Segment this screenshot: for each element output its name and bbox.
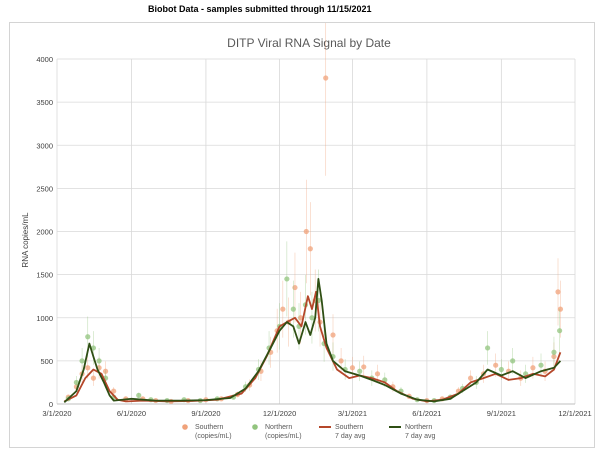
data-point (530, 365, 536, 371)
data-point (551, 349, 557, 355)
chart-svg: DITP Viral RNA Signal by Date RNA copies… (21, 23, 592, 440)
legend-label: Northern (265, 424, 292, 431)
page-header: Biobot Data - samples submitted through … (148, 4, 372, 14)
data-point (280, 306, 286, 312)
legend-item-northern: Northern (copies/mL) (252, 424, 302, 440)
y-axis-label: RNA copies/mL (21, 212, 30, 268)
y-tick-label: 0 (49, 400, 53, 409)
data-point (298, 315, 304, 321)
legend-label: Northern (405, 424, 432, 431)
data-point (555, 289, 561, 295)
data-point (292, 284, 298, 291)
data-point (330, 332, 336, 338)
y-tick-label: 3500 (36, 98, 53, 107)
legend-sublabel: 7 day avg (405, 433, 435, 440)
data-point (357, 368, 363, 374)
y-tick-label: 2000 (36, 228, 53, 237)
data-point (90, 345, 97, 351)
data-point (284, 276, 290, 282)
x-tick-label: 12/1/2021 (558, 409, 591, 418)
series-line-southern-7-day-avg (63, 290, 562, 403)
y-tick-label: 500 (40, 357, 53, 366)
data-point (493, 362, 499, 368)
data-point (361, 364, 367, 370)
data-point (73, 379, 80, 386)
data-point (85, 365, 91, 371)
data-point (307, 246, 313, 252)
axes: 0 500 1000 1500 2000 2500 3000 3500 4000 3/1/2020… (36, 55, 591, 418)
legend-sublabel: (copies/mL) (265, 433, 302, 440)
data-point (96, 358, 102, 364)
series-line-northern-7-day-avg (63, 277, 562, 403)
legend: Southern(copies/mL)Northern(copies/mL)So… (182, 424, 435, 440)
grid-lines (56, 58, 576, 405)
legend-marker (182, 424, 188, 430)
y-tick-label: 3000 (36, 141, 53, 150)
legend-item-northern_avg: Northern 7 day avg (389, 424, 435, 440)
data-point (338, 358, 344, 364)
data-point (303, 228, 309, 235)
legend-item-southern_avg: Southern 7 day avg (319, 424, 365, 440)
data-point (467, 375, 474, 381)
y-tick-label: 2500 (36, 184, 53, 193)
data-point (349, 365, 356, 371)
x-tick-label: 6/1/2021 (412, 409, 441, 418)
data-point (323, 75, 329, 81)
data-point (90, 375, 97, 381)
legend-label: Southern (195, 424, 224, 431)
legend-sublabel: 7 day avg (335, 433, 365, 440)
data-point (510, 358, 516, 364)
data-point (484, 345, 491, 351)
x-tick-label: 3/1/2020 (42, 409, 71, 418)
series-layer (63, 23, 564, 405)
legend-item-southern: Southern (copies/mL) (182, 424, 232, 440)
data-point (85, 334, 91, 340)
y-tick-label: 1000 (36, 314, 53, 323)
data-point (290, 306, 296, 312)
data-point (136, 392, 142, 398)
data-point (111, 388, 117, 394)
y-tick-label: 4000 (36, 55, 53, 64)
x-tick-label: 12/1/2020 (263, 409, 296, 418)
x-tick-label: 9/1/2021 (487, 409, 516, 418)
chart-area: DITP Viral RNA Signal by Date RNA copies… (9, 22, 595, 448)
x-tick-label: 6/1/2020 (117, 409, 146, 418)
data-point (557, 306, 564, 312)
legend-label: Southern (335, 424, 364, 431)
data-point (557, 328, 563, 334)
legend-sublabel: (copies/mL) (195, 433, 232, 440)
x-tick-label: 3/1/2021 (338, 409, 367, 418)
x-tick-label: 9/1/2020 (191, 409, 220, 418)
y-tick-label: 1500 (36, 271, 53, 280)
data-point (374, 371, 381, 377)
data-point (79, 358, 85, 364)
data-point (309, 315, 315, 321)
legend-marker (252, 424, 258, 430)
data-point (498, 366, 504, 373)
data-point (538, 362, 544, 368)
chart-title: DITP Viral RNA Signal by Date (227, 36, 391, 50)
